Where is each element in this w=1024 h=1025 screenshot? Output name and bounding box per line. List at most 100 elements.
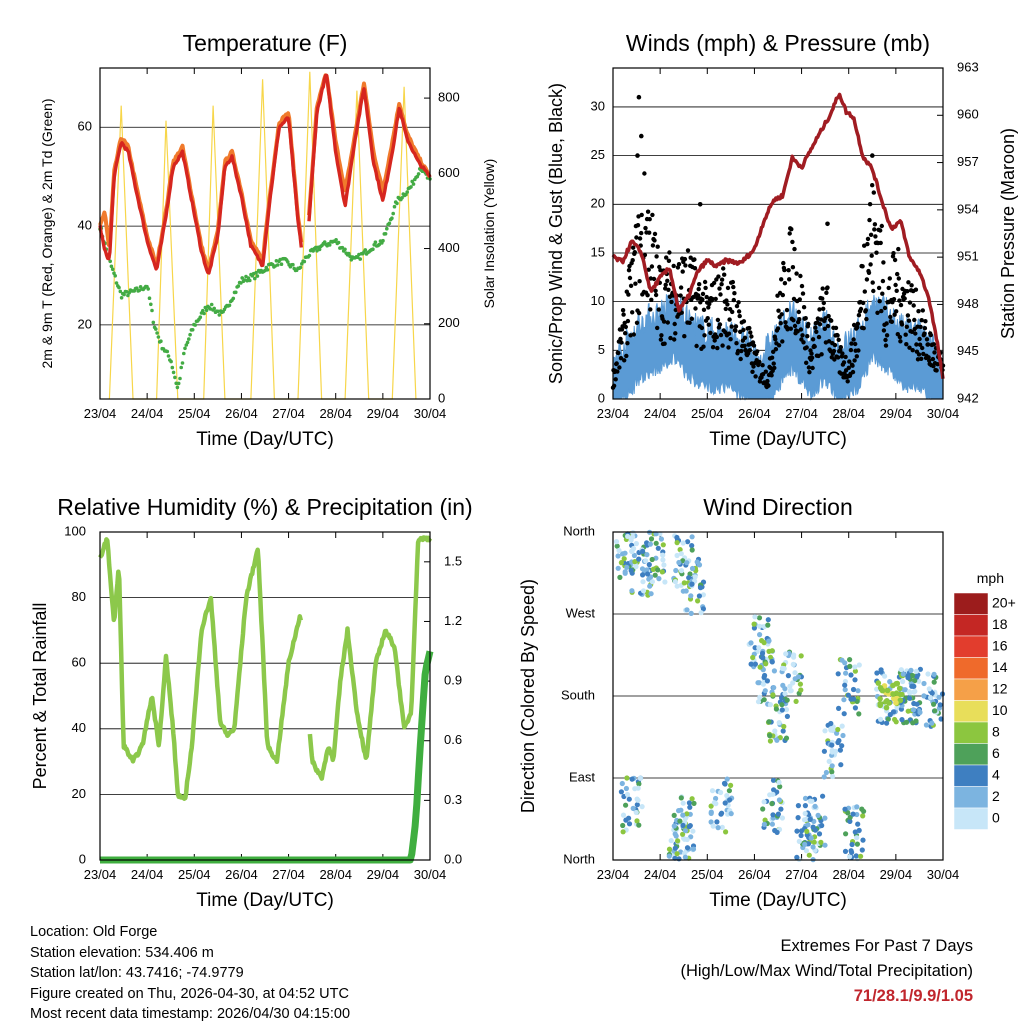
wdir-point-direction: [774, 789, 780, 795]
temp-point-dewpoint: [109, 264, 114, 269]
wdir-point-direction-strong: [884, 687, 891, 694]
winds-point-gust: [741, 319, 747, 324]
wdir-point-direction: [903, 719, 910, 725]
wdir-point-direction: [659, 569, 665, 575]
winds-y2tick-label: 963: [957, 59, 979, 74]
winds-point-gust: [646, 267, 651, 272]
winds-point-gust: [788, 326, 793, 331]
wdir-point-direction: [767, 733, 773, 739]
wdir-point-direction: [776, 797, 783, 803]
wdir-point-direction: [837, 747, 844, 753]
winds-point-gust: [718, 292, 723, 297]
wdir-point-direction: [624, 564, 630, 570]
winds-point-gust: [771, 361, 776, 366]
winds-point-gust: [873, 234, 878, 239]
wdir-point-direction: [861, 808, 867, 814]
wdir-point-direction: [728, 782, 734, 789]
wdir-point-direction: [644, 567, 650, 573]
wdir-point-direction: [653, 540, 659, 546]
wdir-point-direction: [848, 848, 854, 854]
temp-point-dewpoint: [126, 293, 130, 298]
winds-point-gust: [654, 254, 659, 259]
rh-xlabel: Time (Day/UTC): [196, 890, 334, 911]
wdir-point-direction: [792, 670, 798, 676]
winds-point-gust: [858, 306, 864, 312]
wdir-point-direction: [721, 780, 728, 787]
winds-point-gust: [832, 342, 838, 348]
winds-point-gust: [883, 337, 888, 343]
temp-point-dewpoint: [231, 296, 236, 301]
temp-ylabel: 2m & 9m T (Red, Orange) & 2m Td (Green): [39, 99, 55, 369]
winds-point-gust: [649, 264, 655, 269]
winds-point-gust: [618, 336, 623, 342]
wdir-point-direction: [620, 822, 626, 829]
wdir-point-direction: [842, 806, 848, 812]
temp-xtick-label: 27/04: [272, 406, 305, 421]
temp-xtick-label: 28/04: [319, 406, 352, 421]
winds-point-gust: [887, 276, 892, 281]
winds-frame: [612, 67, 944, 400]
wdir-point-direction: [639, 804, 645, 810]
winds-point-gust: [891, 297, 897, 302]
wdir-point-direction: [795, 815, 801, 821]
wdir-point-direction: [621, 556, 627, 562]
wdir-point-direction: [822, 842, 828, 848]
wdir-point-direction: [893, 719, 899, 725]
winds-point-gust: [738, 356, 743, 362]
wdir-point-direction: [769, 648, 775, 654]
wdir-point-direction: [858, 853, 864, 859]
wdir-point-direction: [756, 615, 763, 621]
wdir-point-direction: [660, 557, 666, 563]
wdir-point-direction: [923, 722, 930, 728]
winds-point-gust: [773, 347, 779, 352]
winds-y2tick-label: 945: [957, 343, 979, 358]
wdir-point-direction: [634, 802, 640, 808]
winds-point-gust: [614, 361, 619, 366]
wdir-point-direction: [692, 574, 698, 580]
winds-point-gust: [880, 278, 886, 284]
wdir-point-direction: [779, 702, 785, 708]
temp-series-2m: [98, 73, 432, 275]
winds-xtick-label: 23/04: [597, 406, 630, 421]
winds-point-gust: [934, 368, 939, 373]
wdir-point-direction: [695, 598, 701, 604]
wdir-point-direction: [625, 533, 631, 540]
temp-point-dewpoint: [201, 308, 205, 313]
winds-point-gust: [894, 309, 899, 314]
winds-point-gust: [650, 212, 655, 218]
temp-point-dewpoint: [155, 331, 159, 335]
wdir-point-direction: [929, 720, 935, 726]
wdir-point-direction: [852, 829, 858, 835]
winds-point-gust: [806, 321, 811, 327]
winds-ytick-label: 0: [598, 390, 605, 405]
wdir-point-direction: [620, 551, 626, 557]
winds-point-gust: [822, 326, 827, 331]
winds-point-gust: [775, 326, 781, 331]
wdir-point-direction: [909, 683, 915, 689]
wdir-point-direction: [807, 816, 813, 823]
winds-point-gust: [755, 349, 760, 354]
wdir-point-direction-strong: [894, 680, 901, 687]
winds-point-gust: [637, 236, 643, 241]
wdir-point-direction: [802, 810, 808, 817]
winds-point-gust: [898, 339, 903, 344]
winds-point-gust: [659, 333, 664, 338]
wdir-point-direction: [917, 666, 924, 672]
rh-ytick-label: 40: [72, 720, 86, 735]
winds-point-gust: [666, 287, 671, 292]
winds-point-gust: [651, 276, 657, 282]
wdir-point-direction: [936, 694, 942, 700]
wdir-point-direction: [646, 562, 652, 568]
wdir-point-direction: [751, 625, 758, 631]
wdir-point-direction: [847, 854, 853, 860]
wdir-point-direction: [926, 686, 932, 692]
winds-point-gust: [782, 267, 787, 273]
wdir-point-direction: [767, 738, 774, 744]
temp-ylabel-right: Solar Insolation (Yellow): [481, 159, 497, 309]
temp-point-dewpoint: [248, 278, 252, 283]
wdir-point-direction: [843, 831, 849, 837]
wdir-point-direction: [624, 775, 630, 781]
wdir-xtick-label: 23/04: [597, 867, 630, 882]
extremes-box: Extremes For Past 7 Days (High/Low/Max W…: [680, 934, 973, 1009]
winds-point-gust: [726, 331, 732, 336]
